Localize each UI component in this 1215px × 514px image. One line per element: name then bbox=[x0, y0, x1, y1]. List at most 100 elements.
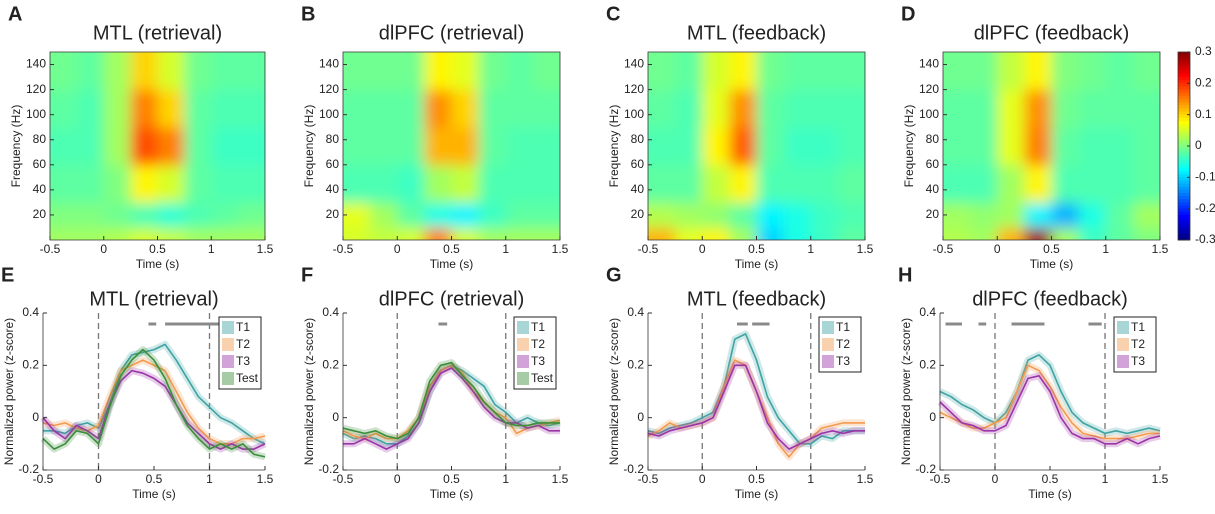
heat-cell bbox=[370, 89, 398, 128]
heat-cell bbox=[729, 127, 757, 166]
legend-swatch bbox=[517, 355, 529, 368]
heat-cell bbox=[211, 89, 239, 128]
heatmap-cells bbox=[648, 52, 865, 240]
panel-title: dlPFC (feedback) bbox=[974, 22, 1130, 44]
panel-title: dlPFC (retrieval) bbox=[379, 22, 525, 44]
y-axis-label: Normalized power (z-score) bbox=[302, 318, 316, 465]
legend-swatch bbox=[517, 372, 529, 385]
y-tick-label: 80 bbox=[926, 132, 940, 146]
heatmap bbox=[343, 52, 560, 240]
colorbar-step bbox=[1178, 186, 1190, 191]
series-line bbox=[343, 367, 560, 450]
y-tick-label: 40 bbox=[926, 182, 940, 196]
heat-cell bbox=[1105, 202, 1134, 228]
x-tick-label: -0.5 bbox=[333, 242, 354, 256]
y-tick-label: 0.4 bbox=[22, 305, 39, 319]
heat-cell bbox=[783, 164, 812, 203]
y-tick-label: -0.2 bbox=[318, 462, 339, 476]
colorbar-step bbox=[1178, 199, 1190, 203]
heat-cell bbox=[50, 127, 78, 166]
colorbar-step bbox=[1178, 230, 1190, 235]
x-tick-label: 0.5 bbox=[146, 472, 163, 486]
heat-cell bbox=[505, 52, 534, 91]
colorbar-tick-label: 0.1 bbox=[1195, 107, 1212, 121]
y-tick-label: 0 bbox=[32, 410, 39, 424]
y-tick-label: 20 bbox=[631, 207, 645, 221]
panel-letter: D bbox=[901, 3, 915, 25]
heat-cell bbox=[702, 202, 730, 228]
legend-swatch bbox=[822, 338, 834, 351]
colorbar-step bbox=[1178, 64, 1190, 69]
x-tick-label: 1 bbox=[807, 242, 814, 256]
legend-label: T1 bbox=[236, 320, 250, 334]
legend-label: T1 bbox=[531, 320, 545, 334]
x-tick-label: 1.5 bbox=[552, 472, 569, 486]
heat-cell bbox=[648, 164, 676, 203]
heat-cell bbox=[810, 202, 839, 228]
x-tick-label: 0 bbox=[394, 242, 401, 256]
colorbar-step bbox=[1178, 89, 1190, 94]
y-tick-label: 100 bbox=[319, 107, 339, 121]
heat-cell bbox=[130, 127, 158, 166]
series-line bbox=[42, 369, 266, 450]
heat-cell bbox=[424, 52, 452, 91]
heat-cell bbox=[1024, 127, 1052, 166]
heat-cell bbox=[238, 164, 265, 203]
x-axis-label: Time (s) bbox=[430, 257, 474, 271]
heat-cell bbox=[1024, 89, 1052, 128]
heat-cell bbox=[783, 89, 812, 128]
x-tick-label: 0 bbox=[394, 472, 401, 486]
x-axis-label: Time (s) bbox=[430, 487, 474, 501]
heat-cell bbox=[810, 89, 839, 128]
heat-cell bbox=[1105, 164, 1134, 203]
x-tick-label: 1.5 bbox=[552, 242, 569, 256]
x-axis-label: Time (s) bbox=[132, 487, 176, 501]
heat-cell bbox=[943, 127, 971, 166]
legend-label: T3 bbox=[531, 354, 545, 368]
heat-cell bbox=[76, 164, 105, 203]
heat-cell bbox=[837, 52, 865, 91]
heatmap-cells bbox=[50, 52, 265, 240]
panel: C MTL (feedback) -0.5 0 0.5 1 1.5 20 40 60 80 100 12… bbox=[606, 3, 874, 271]
legend-label: T2 bbox=[836, 337, 850, 351]
heat-cell bbox=[1105, 127, 1134, 166]
colorbar-step bbox=[1178, 152, 1190, 156]
x-axis-label: Time (s) bbox=[735, 487, 779, 501]
y-tick-label: 60 bbox=[926, 157, 940, 171]
x-tick-label: 0 bbox=[95, 472, 102, 486]
heat-cell bbox=[451, 164, 480, 203]
heat-cell bbox=[532, 227, 560, 240]
heat-cell bbox=[1078, 52, 1107, 91]
y-tick-label: 0.4 bbox=[627, 305, 644, 319]
y-tick-label: 0 bbox=[929, 410, 936, 424]
heat-cell bbox=[451, 52, 480, 91]
heat-cell bbox=[184, 89, 212, 128]
colorbar-step bbox=[1178, 136, 1190, 141]
y-axis-label: Normalized power (z-score) bbox=[2, 318, 16, 465]
colorbar-step bbox=[1178, 214, 1190, 219]
panel: E MTL (retrieval) T1 T2 T3 Test -0.5 0 0.5 1 1.5 -0… bbox=[1, 264, 274, 501]
colorbar-step bbox=[1178, 117, 1190, 122]
legend-swatch bbox=[222, 355, 234, 368]
colorbar-step bbox=[1178, 227, 1190, 232]
x-tick-label: 0 bbox=[699, 242, 706, 256]
heat-cell bbox=[238, 52, 265, 91]
heat-cell bbox=[648, 127, 676, 166]
colorbar-step bbox=[1178, 205, 1190, 210]
heat-cell bbox=[184, 127, 212, 166]
heat-cell bbox=[211, 202, 239, 228]
heat-cell bbox=[157, 164, 185, 203]
heatmap bbox=[648, 52, 865, 240]
panel: G MTL (feedback) T1 T2 T3 -0.5 0 0.5 1 1.5 -0.2 0 0.… bbox=[606, 264, 874, 501]
heat-cell bbox=[211, 52, 239, 91]
heat-cell bbox=[729, 202, 757, 228]
colorbar-tick-label: 0.3 bbox=[1195, 44, 1212, 58]
x-tick-label: 1 bbox=[1102, 242, 1109, 256]
legend-swatch bbox=[822, 355, 834, 368]
heat-cell bbox=[343, 227, 371, 240]
y-tick-label: 60 bbox=[33, 157, 47, 171]
colorbar-step bbox=[1178, 58, 1190, 62]
heat-cell bbox=[837, 89, 865, 128]
heat-cell bbox=[943, 52, 971, 91]
heat-cell bbox=[997, 164, 1025, 203]
